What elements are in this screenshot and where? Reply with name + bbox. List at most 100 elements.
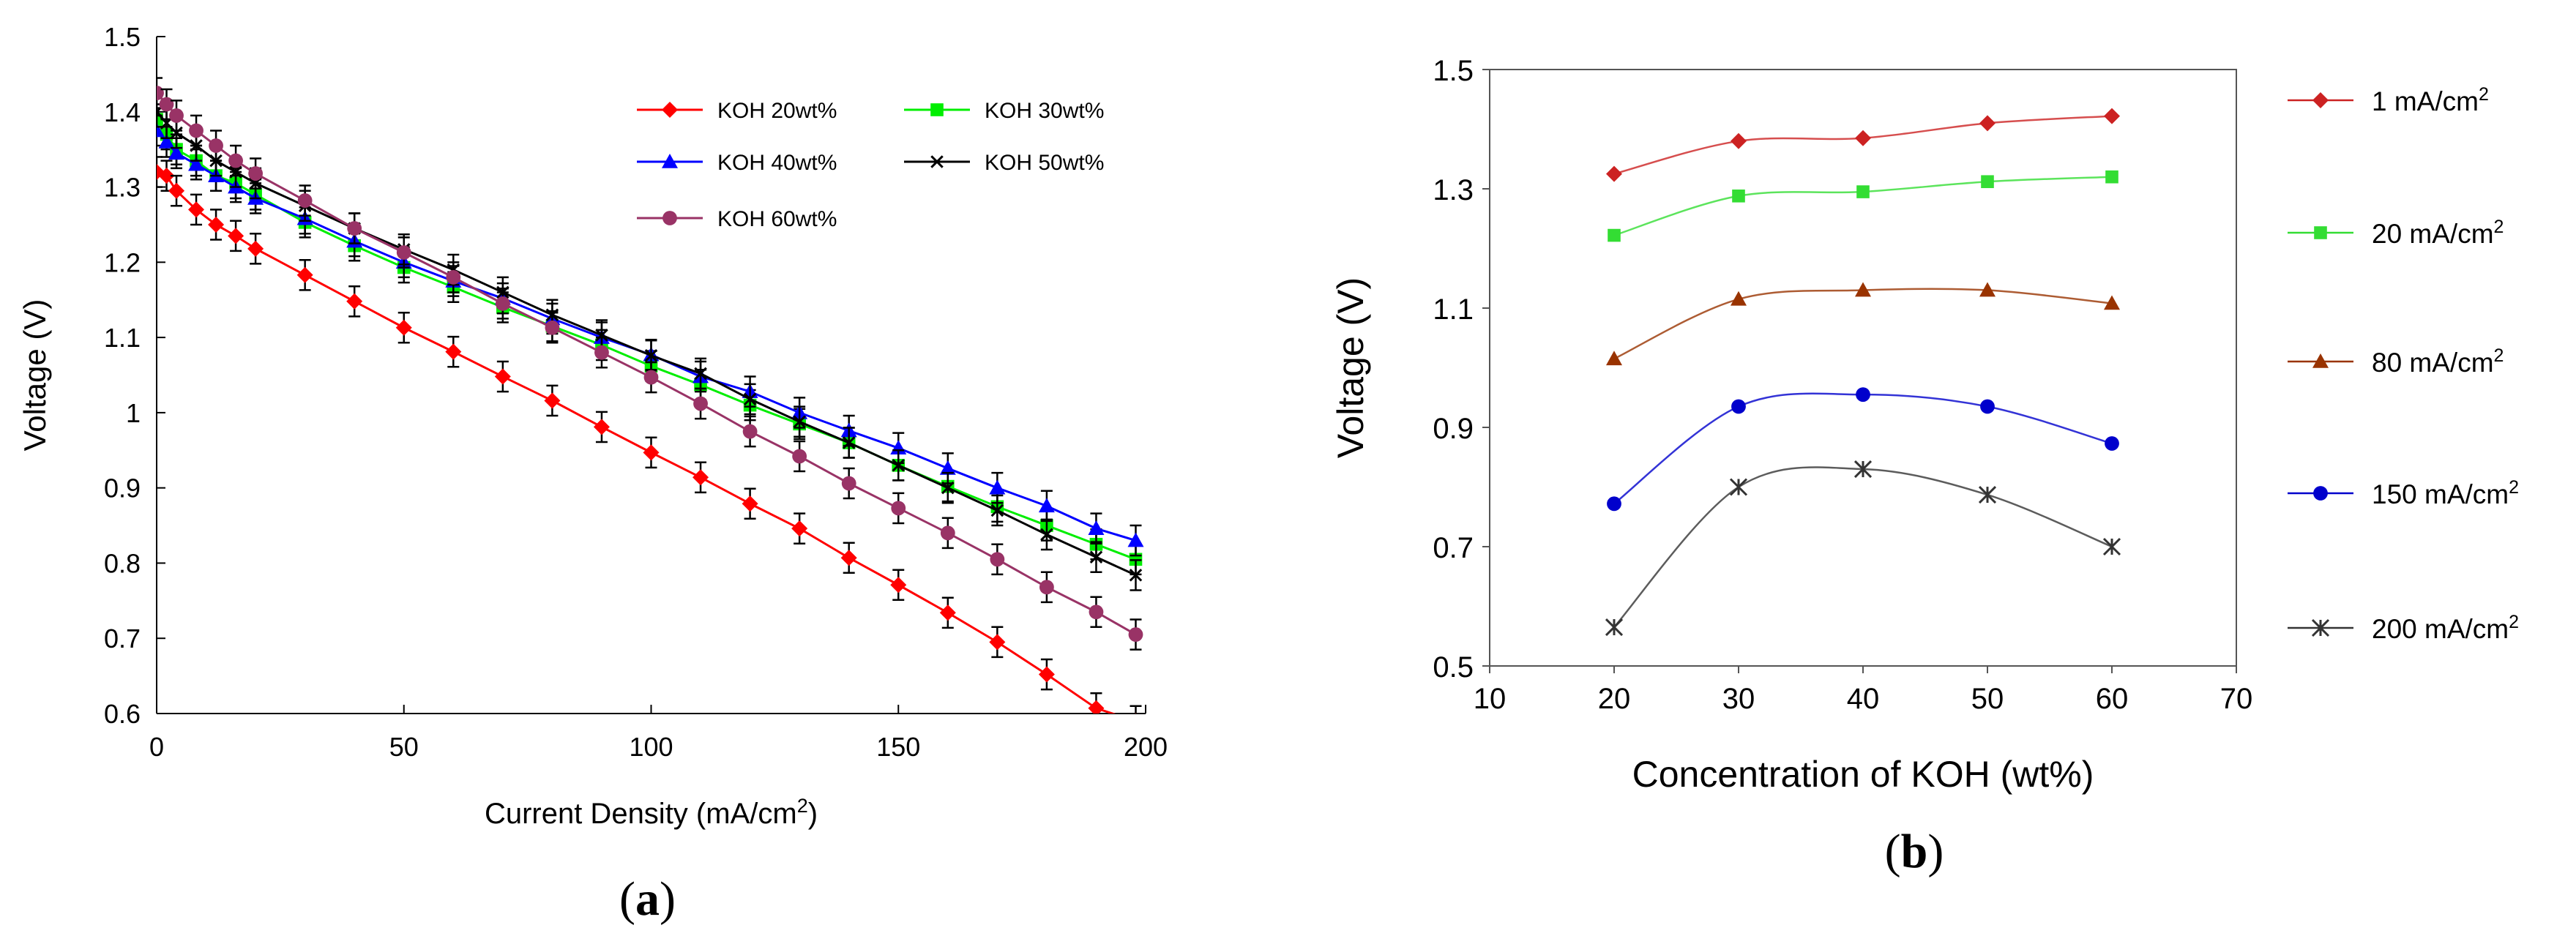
legend-marker-a [662,102,678,118]
data-point-a [228,228,244,244]
series-b-0 [1606,108,2120,182]
data-point-b [1978,486,1997,504]
data-point-a [494,368,511,385]
data-point-a [168,145,185,160]
panel-label-b-letter: b [1901,825,1928,878]
data-point-a [892,459,906,472]
x-axis-label-b: Concentration of KOH (wt%) [1632,754,2094,795]
x-tick-label-b: 40 [1847,683,1880,715]
legend-label-a: KOH 60wt% [717,207,837,231]
legend-label-b: 1 mA/cm2 [2372,84,2489,116]
series-line-a [157,130,1136,542]
data-point-a [445,343,462,360]
data-point-a [891,501,906,516]
data-point-b [1732,189,1745,203]
legend-marker-b [2311,618,2330,637]
data-point-a-stroke [170,126,183,140]
x-tick-label-a: 50 [389,732,419,762]
data-point-a [545,320,560,335]
data-point-b [1731,132,1747,149]
x-axis-label-a: Current Density (mA/cm2) [485,795,818,830]
y-tick-label-a: 0.7 [104,624,141,654]
legend-label-a: KOH 30wt% [985,99,1104,123]
legend-label-b: 150 mA/cm2 [2372,477,2519,509]
y-tick-label-a: 1 [126,398,141,428]
data-point-a [842,436,856,449]
panel-label-a-open: ( [619,872,635,926]
data-point-a [395,319,412,336]
y-tick-label-b: 0.9 [1433,413,1474,445]
data-point-a [643,370,659,385]
data-point-a [157,86,164,100]
data-point-a [595,329,608,342]
legend-label-b-text: 200 mA/cm [2372,614,2509,644]
data-point-b [2105,170,2118,184]
y-tick-label-a: 1.5 [104,22,141,52]
y-tick-label-a: 1.3 [104,173,141,203]
legend-label-b-text: 1 mA/cm [2372,86,2479,116]
data-point-a [890,577,907,594]
data-point-a [1088,520,1105,535]
data-point-a [170,126,183,140]
data-point-a [1129,569,1143,582]
x-tick-label-a: 200 [1124,732,1168,762]
data-point-a [694,367,707,381]
x-tick-label-a: 150 [876,732,920,762]
legend-marker-a [662,154,678,168]
x-tick-label-b: 30 [1722,683,1755,715]
data-point-a [1088,700,1105,714]
data-point-b [1855,130,1871,146]
data-point-b [1979,282,1996,297]
series-line-b [1613,392,2113,505]
data-point-a-stroke [595,329,608,342]
data-point-a-stroke [990,503,1004,517]
series-b-3 [1607,387,2119,512]
data-point-b [2104,108,2120,124]
panel-label-b-close: ) [1927,825,1944,878]
panel-b: 0.5 0.7 0.9 1.1 1.3 1.5 10 20 30 40 50 60 70 Concentr… [1330,55,2519,878]
data-point-a [941,481,955,495]
data-point-a [228,153,243,168]
panel-label-b-open: ( [1885,825,1901,878]
x-tick-label-a: 0 [149,732,164,762]
legend-marker-a [662,211,677,225]
data-point-a [1038,666,1055,683]
data-point-a [792,449,807,464]
x-tick-label-b: 10 [1474,683,1507,715]
data-point-a [169,108,184,123]
data-point-a [446,269,461,285]
legend-label-b: 200 mA/cm2 [2372,612,2519,644]
x-tick-label-a: 100 [629,732,673,762]
y-tick-label-b: 0.7 [1433,532,1474,564]
data-point-b [1856,185,1870,198]
data-point-a [1135,713,1137,714]
x-tick-label-b: 20 [1598,683,1631,715]
legend-label-a: KOH 20wt% [717,99,837,123]
data-point-a [1089,604,1104,620]
data-point-a-stroke [1089,550,1103,564]
data-point-a [188,201,205,218]
data-point-b [1729,478,1748,496]
y-tick-label-b: 1.1 [1433,293,1474,326]
data-point-a [188,156,205,171]
data-point-a [297,193,313,208]
data-point-a [1038,498,1055,513]
data-point-a [495,296,510,311]
legend-label-b-sup: 2 [2509,477,2519,498]
data-point-a-stroke [1040,528,1053,542]
series-b-4 [1605,460,2121,637]
data-point-a [594,345,609,360]
legend-marker-b [2313,486,2328,501]
data-point-b [1605,618,1624,637]
data-point-a [693,396,708,411]
plot-frame-b [1489,69,2237,667]
data-point-b [1731,291,1747,306]
series-b-1 [1608,170,2118,242]
data-point-a [990,503,1004,517]
legend-label-b-sup: 2 [2479,84,2489,105]
data-point-b [1855,282,1871,297]
data-point-b [1979,115,1996,132]
data-point-a [346,293,363,310]
